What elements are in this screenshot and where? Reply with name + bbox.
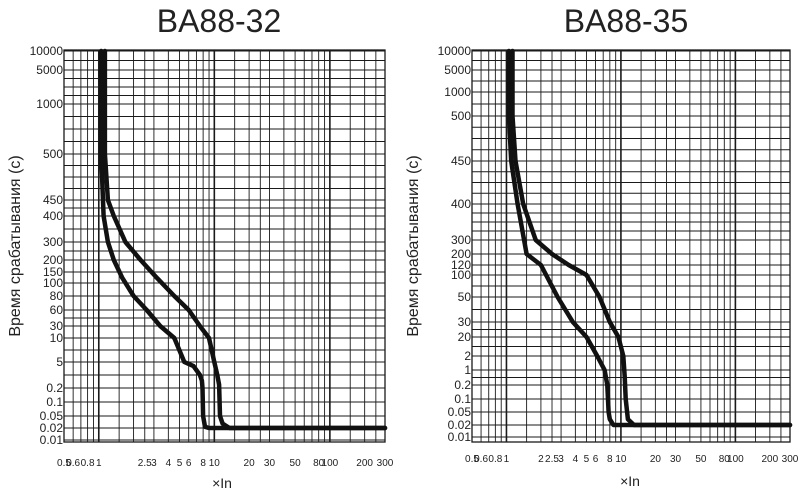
y-tick-label: 450 [43, 193, 63, 207]
x-tick-label: 2 [538, 454, 544, 465]
y-tick-label: 0.01 [40, 433, 64, 447]
chart-title: BA88-35 [564, 3, 689, 39]
y-tick-label: 60 [50, 303, 64, 317]
chart-ba88-35: BA88-35 Время срабатывания (с) ×In 10000… [405, 3, 799, 489]
x-axis-label: ×In [620, 473, 640, 489]
y-tick-label: 200 [451, 247, 471, 261]
x-tick-label: 2.5 [138, 458, 152, 469]
chart-ba88-32: BA88-32 Время срабатывания (с) ×In 10000… [7, 3, 394, 491]
grid [63, 49, 386, 443]
x-tick-label: 10 [209, 458, 221, 469]
y-tick-label: 0.1 [46, 395, 63, 409]
y-tick-label: 0.02 [40, 421, 64, 435]
y-tick-label: 500 [43, 147, 63, 161]
curves [98, 48, 388, 431]
y-tick-label: 30 [50, 319, 64, 333]
y-tick-label: 0.02 [448, 418, 472, 432]
y-tick-label: 20 [458, 330, 472, 344]
x-tick-label: 300 [782, 454, 799, 465]
y-tick-label: 500 [451, 109, 471, 123]
x-tick-label: 5 [177, 458, 183, 469]
curve-lower [98, 48, 388, 431]
plot-frame [63, 49, 386, 443]
y-axis-label: Время срабатывания (с) [405, 155, 422, 336]
x-tick-label: 50 [290, 458, 302, 469]
y-tick-label: 10000 [438, 44, 472, 58]
x-tick-label: 20 [244, 458, 256, 469]
x-tick-label: 0.6 [474, 454, 488, 465]
x-tick-label: 1 [96, 458, 102, 469]
y-tick-label: 50 [458, 290, 472, 304]
y-tick-label: 1 [464, 363, 471, 377]
y-tick-label: 0.05 [40, 409, 64, 423]
tick-labels: 1000050001000500450400300200120100503020… [438, 44, 799, 465]
grid [471, 49, 791, 443]
y-tick-label: 2 [464, 349, 471, 363]
x-tick-label: 3 [558, 454, 564, 465]
y-tick-label: 200 [43, 253, 63, 267]
y-tick-label: 5000 [444, 63, 471, 77]
x-tick-label: 0.8 [81, 458, 95, 469]
x-tick-label: 100 [322, 458, 339, 469]
x-tick-label: 80 [313, 458, 325, 469]
y-tick-label: 1000 [36, 97, 63, 111]
chart-title: BA88-32 [157, 3, 282, 39]
x-tick-label: 6 [593, 454, 599, 465]
tick-labels: 1000050001000500450400300200150100806030… [30, 44, 394, 469]
x-tick-label: 80 [719, 454, 731, 465]
y-tick-label: 5000 [36, 63, 63, 77]
y-tick-label: 120 [451, 258, 471, 272]
curve-lower [506, 48, 793, 428]
y-tick-label: 400 [451, 197, 471, 211]
x-tick-label: 5 [584, 454, 590, 465]
x-tick-label: 30 [264, 458, 276, 469]
y-tick-label: 150 [43, 265, 63, 279]
y-tick-label: 10000 [30, 44, 64, 58]
y-tick-label: 0.05 [448, 405, 472, 419]
y-tick-label: 0.1 [454, 392, 471, 406]
x-tick-label: 20 [650, 454, 662, 465]
x-tick-label: 8 [607, 454, 613, 465]
y-tick-label: 300 [451, 233, 471, 247]
x-tick-label: 2.5 [545, 454, 559, 465]
y-tick-label: 0.2 [46, 381, 63, 395]
x-tick-label: 6 [186, 458, 192, 469]
x-tick-label: 4 [573, 454, 579, 465]
x-tick-label: 1 [504, 454, 510, 465]
x-tick-label: 8 [200, 458, 206, 469]
x-tick-label: 4 [166, 458, 172, 469]
y-axis-label: Время срабатывания (с) [7, 155, 24, 336]
y-tick-label: 1000 [444, 85, 471, 99]
x-tick-label: 10 [615, 454, 627, 465]
x-tick-label: 200 [356, 458, 373, 469]
y-tick-label: 400 [43, 209, 63, 223]
x-tick-label: 0.5 [465, 454, 479, 465]
plot-frame [471, 49, 791, 443]
y-tick-label: 450 [451, 154, 471, 168]
x-tick-label: 50 [695, 454, 707, 465]
x-tick-label: 100 [727, 454, 744, 465]
y-tick-label: 100 [43, 276, 63, 290]
y-tick-label: 80 [50, 289, 64, 303]
y-tick-label: 30 [458, 315, 472, 329]
x-tick-label: 0.6 [66, 458, 80, 469]
y-tick-label: 0.01 [448, 430, 472, 444]
x-tick-label: 200 [762, 454, 779, 465]
x-tick-label: 0.5 [57, 458, 71, 469]
y-tick-label: 100 [451, 268, 471, 282]
x-tick-label: 0.8 [488, 454, 502, 465]
curve-upper [510, 48, 793, 428]
y-tick-label: 0.2 [454, 378, 471, 392]
y-tick-label: 10 [50, 331, 64, 345]
curves [506, 48, 793, 428]
x-axis-label: ×In [212, 475, 232, 491]
y-tick-label: 300 [43, 235, 63, 249]
curve-upper [102, 48, 388, 431]
x-tick-label: 3 [151, 458, 157, 469]
x-tick-label: 30 [670, 454, 682, 465]
x-tick-label: 300 [377, 458, 394, 469]
y-tick-label: 5 [56, 355, 63, 369]
